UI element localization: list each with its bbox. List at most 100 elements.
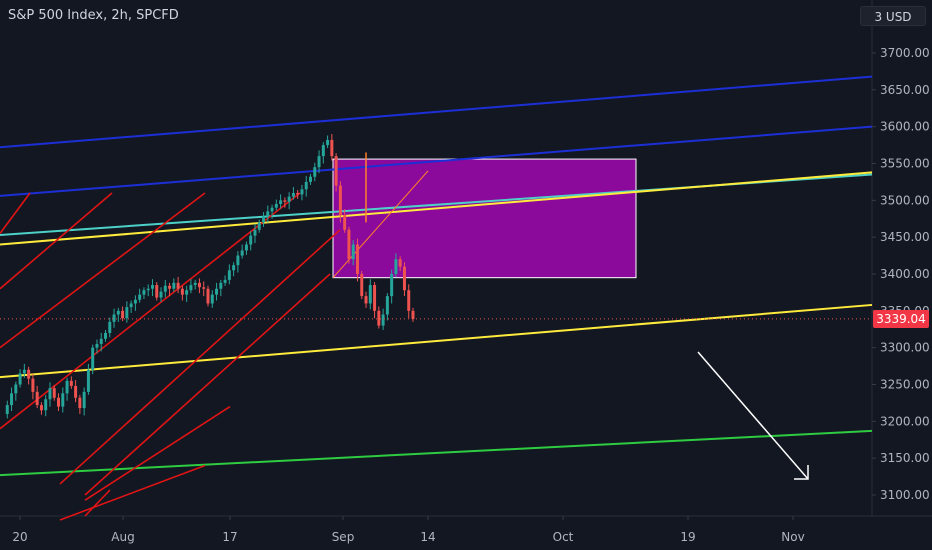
x-tick-label: 20 — [12, 530, 27, 544]
candle-body — [138, 294, 142, 300]
y-tick-label: 3150.00 — [880, 451, 930, 465]
candle-body — [351, 244, 355, 260]
pitchfork-line-1 — [0, 192, 113, 290]
candle-body — [317, 156, 321, 168]
candle-body — [279, 200, 283, 205]
currency-label: USD — [885, 10, 912, 24]
currency-selector[interactable]: 3 USD — [860, 6, 926, 26]
candle-body — [334, 156, 338, 186]
candle-body — [82, 391, 86, 409]
candle-body — [232, 265, 236, 271]
candle-body — [69, 380, 73, 386]
x-tick-label: Aug — [111, 530, 134, 544]
candle-body — [116, 310, 120, 315]
candle-body — [343, 215, 347, 230]
candle-body — [326, 139, 330, 146]
candle-body — [304, 181, 308, 190]
x-tick-label: Oct — [553, 530, 574, 544]
candle-body — [5, 405, 9, 414]
candle-body — [368, 285, 372, 304]
candle-body — [219, 282, 223, 289]
candle-body — [257, 222, 261, 230]
candle-body — [65, 380, 69, 394]
candle-body — [74, 385, 78, 398]
candle-body — [86, 369, 90, 392]
candle-body — [407, 290, 411, 311]
candle-body — [385, 296, 389, 315]
candle-body — [253, 229, 257, 236]
y-tick-label: 3400.00 — [880, 267, 930, 281]
candle-body — [210, 294, 214, 304]
candle-body — [355, 244, 359, 274]
candle-body — [18, 373, 22, 385]
pitchfork-line-5 — [84, 273, 331, 496]
candle-body — [61, 393, 65, 407]
candle-body — [78, 397, 82, 409]
candle-body — [398, 259, 402, 267]
candle-body — [291, 192, 295, 197]
candle-body — [27, 369, 31, 379]
y-tick-label: 3250.00 — [880, 378, 930, 392]
candle-body — [52, 388, 56, 398]
candle-body — [155, 285, 159, 298]
candle-body — [262, 216, 266, 223]
candle-body — [112, 314, 116, 322]
candle-body — [377, 310, 381, 326]
candle-body — [287, 196, 291, 202]
candle-body — [91, 347, 95, 370]
candle-body — [300, 189, 304, 195]
channel-lower-line — [0, 125, 873, 197]
chart-title: S&P 500 Index, 2h, SPCFD — [8, 8, 179, 23]
candle-body — [390, 274, 394, 297]
candle-body — [150, 285, 154, 289]
y-tick-label: 3600.00 — [880, 120, 930, 134]
y-tick-label: 3650.00 — [880, 83, 930, 97]
candle-body — [14, 384, 18, 394]
y-tick-label: 3550.00 — [880, 157, 930, 171]
candle-body — [121, 310, 125, 319]
y-tick-label: 3100.00 — [880, 488, 930, 502]
candle-body — [274, 204, 278, 208]
candle-body — [296, 192, 300, 195]
range-box — [332, 158, 637, 279]
candle-body — [394, 259, 398, 274]
candle-body — [48, 388, 52, 400]
candle-body — [411, 310, 415, 319]
y-tick-label: 3700.00 — [880, 46, 930, 60]
candle-body — [35, 391, 39, 406]
candle-body — [142, 290, 146, 295]
candle-body — [338, 185, 342, 216]
candle-body — [57, 397, 61, 407]
candle-body — [180, 288, 184, 295]
currency-prefix: 3 — [874, 10, 883, 24]
candle-body — [193, 282, 197, 286]
candle-body — [95, 343, 99, 348]
x-tick-label: 17 — [222, 530, 237, 544]
candle-body — [31, 378, 35, 392]
candle-body — [240, 250, 244, 256]
candle-body — [249, 235, 253, 245]
candle-body — [125, 307, 129, 319]
arrow-shaft — [697, 351, 809, 480]
x-tick-label: Sep — [332, 530, 355, 544]
candle-body — [347, 229, 351, 260]
candle-body — [10, 393, 14, 406]
pitchfork-line-6 — [84, 405, 231, 501]
candle-body — [44, 399, 48, 411]
candle-body — [146, 288, 150, 291]
arrow-head — [794, 465, 809, 480]
y-tick-label: 3200.00 — [880, 414, 930, 428]
x-tick-label: 14 — [420, 530, 435, 544]
candle-body — [381, 314, 385, 326]
candle-body — [202, 287, 206, 289]
candle-body — [133, 299, 137, 304]
pitchfork-line-tail-2 — [84, 489, 111, 517]
y-tick-label: 3300.00 — [880, 341, 930, 355]
candle-body — [22, 369, 26, 374]
candle-body — [321, 145, 325, 157]
candle-body — [168, 285, 172, 289]
candle-body — [215, 288, 219, 295]
candle-body — [129, 303, 133, 308]
candle-body — [108, 321, 112, 333]
